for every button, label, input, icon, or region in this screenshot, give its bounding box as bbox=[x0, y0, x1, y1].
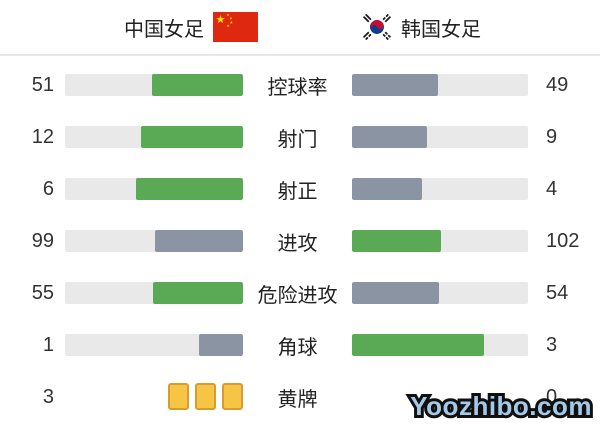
stat-label: 射门 bbox=[277, 128, 318, 151]
south-korea-flag-icon bbox=[363, 14, 391, 40]
away-bar-fill bbox=[352, 126, 428, 148]
away-bar-track bbox=[352, 334, 528, 356]
home-bar-fill bbox=[155, 230, 243, 252]
away-bar bbox=[352, 74, 528, 96]
stat-label: 角球 bbox=[277, 336, 318, 359]
yellow-card-icon bbox=[195, 383, 216, 410]
away-bar-fill bbox=[352, 282, 440, 304]
home-bar-track bbox=[65, 334, 243, 356]
stat-row-dangerous-attacks: 55 危险进攻 54 bbox=[0, 267, 600, 319]
away-bar bbox=[352, 282, 528, 304]
away-value: 9 bbox=[546, 125, 558, 148]
stat-label: 危险进攻 bbox=[257, 284, 338, 307]
away-bar-fill bbox=[352, 334, 484, 356]
home-bar bbox=[65, 178, 243, 200]
away-bar-track bbox=[352, 126, 528, 148]
home-value: 55 bbox=[31, 281, 54, 304]
stat-label: 射正 bbox=[277, 180, 318, 203]
stat-label: 黄牌 bbox=[277, 388, 318, 411]
stat-row-shots: 12 射门 9 bbox=[0, 111, 600, 163]
home-bar-track bbox=[65, 126, 243, 148]
home-value: 99 bbox=[31, 229, 54, 252]
home-value: 6 bbox=[42, 177, 54, 200]
away-bar-track bbox=[352, 282, 528, 304]
away-bar-track bbox=[352, 230, 528, 252]
away-bar-track bbox=[352, 74, 528, 96]
home-bar-fill bbox=[198, 334, 243, 356]
home-bar-track bbox=[65, 282, 243, 304]
home-bar-fill bbox=[141, 126, 243, 148]
yellow-card-icon bbox=[222, 383, 243, 410]
yellow-card-icon bbox=[168, 383, 189, 410]
away-bar bbox=[352, 178, 528, 200]
home-bar bbox=[65, 282, 243, 304]
home-bar bbox=[65, 74, 243, 96]
stat-label: 控球率 bbox=[267, 76, 328, 99]
away-value: 3 bbox=[546, 333, 558, 356]
away-team-name: 韩国女足 bbox=[401, 18, 481, 41]
home-bar-track bbox=[65, 178, 243, 200]
header-divider bbox=[0, 54, 600, 56]
home-value: 1 bbox=[42, 333, 54, 356]
stat-row-shots-on-target: 6 射正 4 bbox=[0, 163, 600, 215]
site-watermark: Yoozhibo.com bbox=[407, 388, 594, 424]
home-bar bbox=[65, 383, 243, 410]
home-bar-fill bbox=[153, 282, 243, 304]
away-bar bbox=[352, 230, 528, 252]
stats-list: 51 控球率 49 12 射门 9 6 射正 4 bbox=[0, 56, 600, 423]
china-flag-icon bbox=[213, 12, 258, 42]
away-bar bbox=[352, 126, 528, 148]
away-bar bbox=[352, 334, 528, 356]
away-team-header: 韩国女足 bbox=[362, 13, 481, 42]
home-team-header: 中国女足 bbox=[124, 12, 258, 42]
home-bar-fill bbox=[152, 74, 243, 96]
away-value: 4 bbox=[546, 177, 558, 200]
away-value: 0 bbox=[546, 385, 558, 408]
stat-row-possession: 51 控球率 49 bbox=[0, 59, 600, 111]
home-yellow-cards bbox=[168, 383, 243, 410]
away-value: 49 bbox=[546, 73, 569, 96]
home-bar-fill bbox=[136, 178, 243, 200]
away-bar-track bbox=[352, 178, 528, 200]
home-bar-track bbox=[65, 74, 243, 96]
away-value: 54 bbox=[546, 281, 569, 304]
home-bar-track bbox=[65, 230, 243, 252]
stat-label: 进攻 bbox=[277, 232, 318, 255]
home-bar bbox=[65, 334, 243, 356]
stat-row-attacks: 99 进攻 102 bbox=[0, 215, 600, 267]
home-value: 12 bbox=[31, 125, 54, 148]
home-value: 51 bbox=[31, 73, 54, 96]
away-bar-fill bbox=[352, 74, 439, 96]
away-value: 102 bbox=[546, 229, 580, 252]
home-bar bbox=[65, 126, 243, 148]
home-team-name: 中国女足 bbox=[124, 18, 204, 41]
stat-row-yellow-cards: 3 黄牌 0 bbox=[0, 371, 600, 423]
match-stats-header: 中国女足 bbox=[0, 0, 600, 54]
stat-row-corners: 1 角球 3 bbox=[0, 319, 600, 371]
away-bar-fill bbox=[352, 178, 423, 200]
home-bar bbox=[65, 230, 243, 252]
home-value: 3 bbox=[42, 385, 54, 408]
away-bar-fill bbox=[352, 230, 442, 252]
